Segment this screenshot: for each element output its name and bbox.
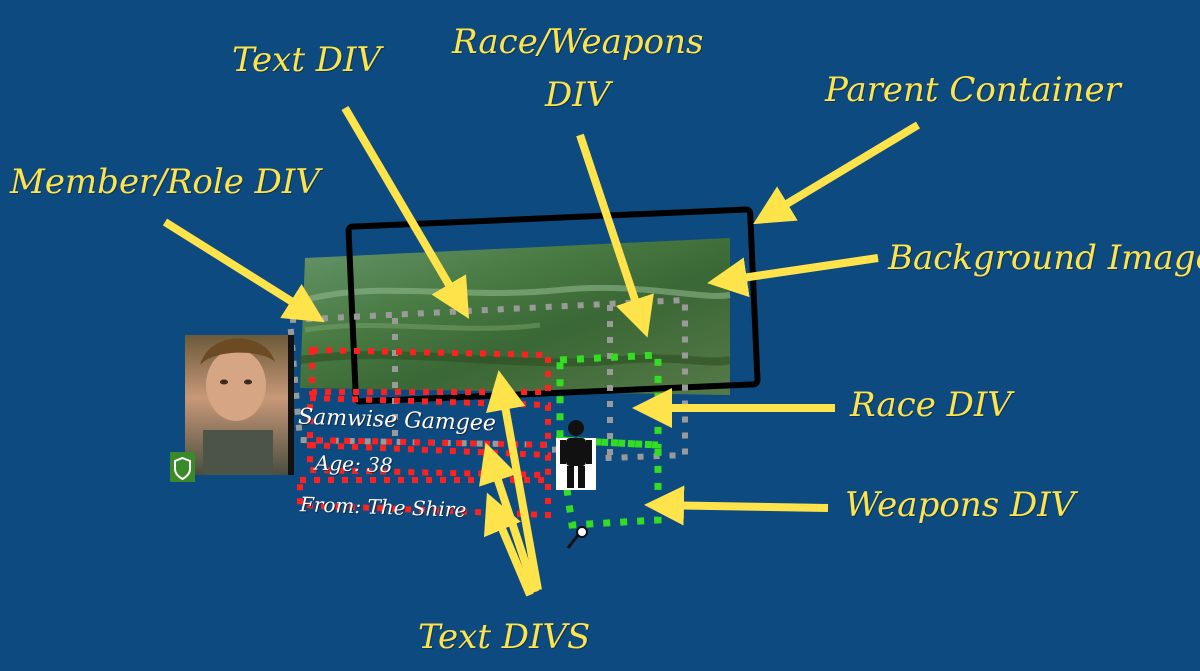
arrow-member-role [162, 218, 325, 323]
label-text-div: Text DIV [232, 40, 382, 80]
label-weapons-div: Weapons DIV [845, 485, 1076, 525]
annotation-arrows [162, 105, 921, 597]
arrow-text-divs-3 [483, 492, 534, 597]
card-age-text: Age: 38 [314, 450, 394, 478]
background-image [299, 238, 731, 395]
label-race-div: Race DIV [850, 385, 1012, 425]
label-race-weapons-div-line1: Race/Weapons [452, 22, 704, 62]
text-div-outline-3 [307, 441, 551, 479]
arrow-background-image [707, 254, 879, 298]
label-text-divs: Text DIVS [418, 617, 591, 657]
arrow-weapons-div [644, 485, 829, 526]
arrow-text-divs-1 [485, 370, 542, 591]
label-race-weapons-div-line2: DIV [545, 75, 611, 115]
arrow-parent-container [753, 121, 921, 225]
race-div-outline [556, 351, 662, 449]
text-div-outline-4 [297, 477, 551, 519]
label-member-role-div: Member/Role DIV [10, 162, 320, 202]
portrait-image [185, 335, 294, 475]
arrow-race-weapons [576, 133, 654, 338]
person-icon [556, 420, 596, 490]
text-div-outline-1 [309, 346, 551, 395]
label-parent-container: Parent Container [825, 70, 1121, 110]
label-background-image: Background Image [888, 238, 1200, 278]
shield-icon [170, 452, 195, 482]
sword-icon [566, 526, 588, 549]
parent-container-frame [345, 206, 761, 405]
arrow-text-div [341, 105, 470, 319]
text-div-outline-2 [307, 394, 551, 449]
